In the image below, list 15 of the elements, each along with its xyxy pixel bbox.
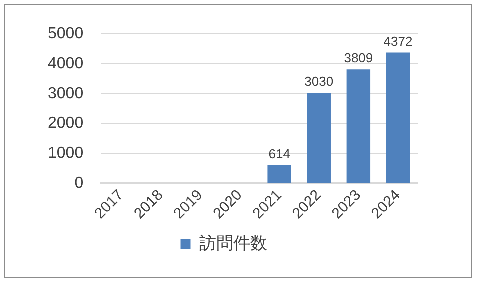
legend-label: 訪問件数	[199, 234, 268, 254]
bar	[346, 70, 371, 184]
data-label: 3030	[304, 74, 334, 90]
y-tick-label: 0	[74, 175, 84, 192]
y-tick-label: 5000	[48, 25, 84, 42]
bar	[307, 92, 331, 184]
bar	[386, 52, 410, 184]
bar	[268, 165, 292, 184]
y-tick-label: 3000	[48, 85, 84, 102]
y-tick-label: 1000	[48, 145, 84, 162]
y-tick-label: 4000	[48, 55, 84, 72]
y-tick-label: 2000	[48, 115, 84, 132]
data-label: 614	[268, 146, 290, 162]
data-label: 3809	[344, 50, 374, 66]
data-label: 4372	[384, 34, 413, 49]
